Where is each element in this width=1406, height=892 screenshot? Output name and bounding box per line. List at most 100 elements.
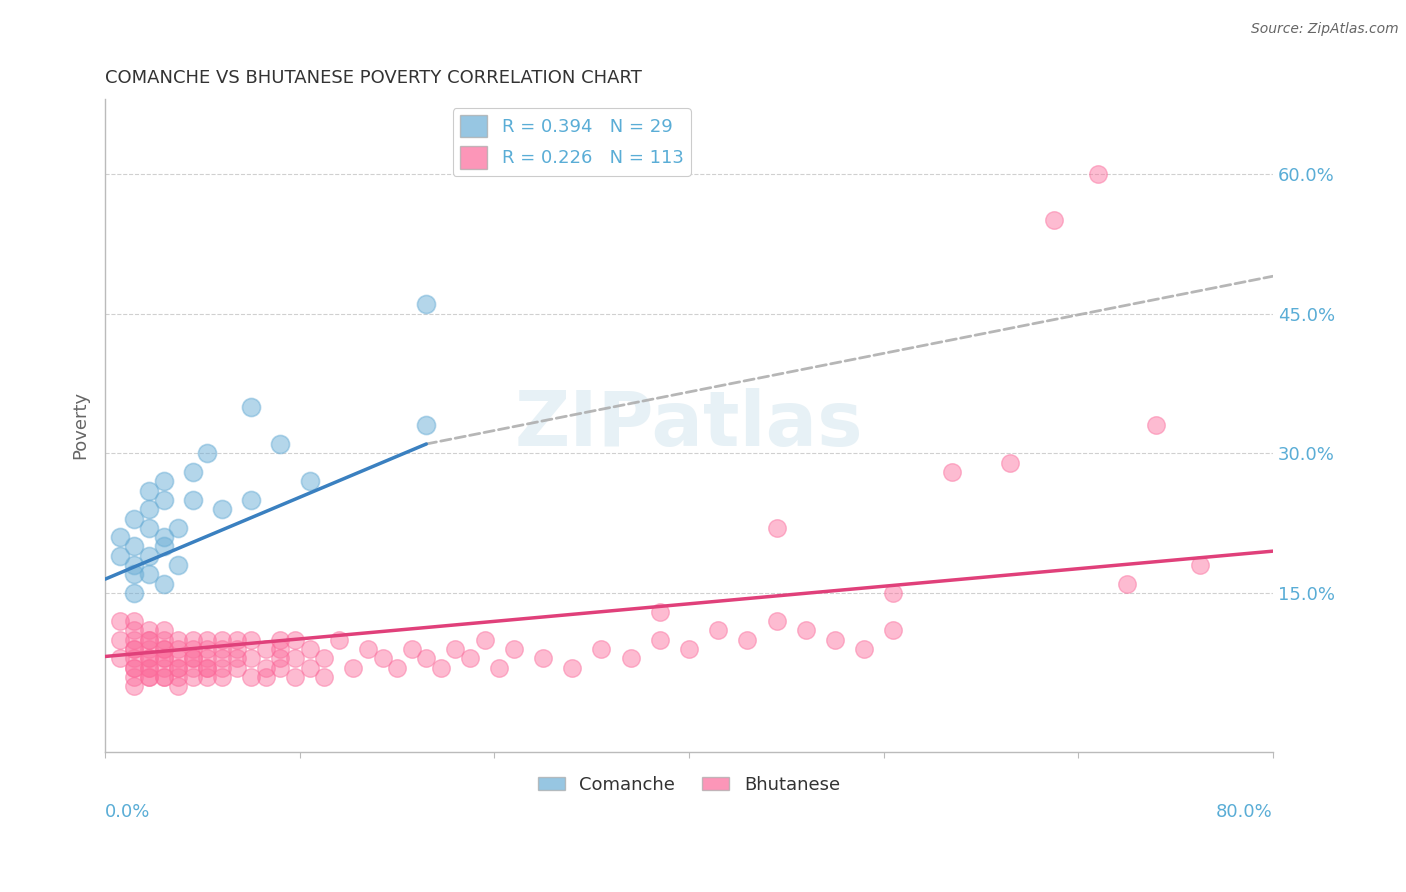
Point <box>195 642 218 657</box>
Point <box>415 297 437 311</box>
Point <box>882 624 904 638</box>
Point <box>152 642 174 657</box>
Point <box>138 567 160 582</box>
Point <box>138 549 160 563</box>
Y-axis label: Poverty: Poverty <box>72 392 89 459</box>
Point <box>167 660 190 674</box>
Point <box>167 651 190 665</box>
Point <box>211 670 233 684</box>
Point <box>152 492 174 507</box>
Point <box>124 642 146 657</box>
Point <box>167 679 190 693</box>
Point <box>474 632 496 647</box>
Point <box>240 492 263 507</box>
Point <box>138 521 160 535</box>
Point <box>240 670 263 684</box>
Point <box>488 660 510 674</box>
Point <box>211 632 233 647</box>
Point <box>124 679 146 693</box>
Point <box>401 642 423 657</box>
Point <box>1043 213 1066 227</box>
Point <box>328 632 350 647</box>
Point <box>225 642 247 657</box>
Point <box>1144 418 1167 433</box>
Point <box>284 670 307 684</box>
Point <box>211 642 233 657</box>
Point <box>195 660 218 674</box>
Point <box>124 624 146 638</box>
Point <box>138 651 160 665</box>
Point <box>124 660 146 674</box>
Point <box>298 475 321 489</box>
Point <box>152 642 174 657</box>
Point <box>108 614 131 628</box>
Point <box>152 651 174 665</box>
Point <box>254 642 277 657</box>
Point <box>225 632 247 647</box>
Legend: Comanche, Bhutanese: Comanche, Bhutanese <box>530 769 848 801</box>
Point <box>1188 558 1211 573</box>
Point <box>269 660 291 674</box>
Point <box>195 660 218 674</box>
Point <box>181 465 204 479</box>
Point <box>138 632 160 647</box>
Point <box>269 651 291 665</box>
Point <box>707 624 730 638</box>
Point <box>152 624 174 638</box>
Point <box>502 642 524 657</box>
Point <box>108 632 131 647</box>
Point <box>284 651 307 665</box>
Point <box>167 642 190 657</box>
Point <box>138 670 160 684</box>
Point <box>794 624 817 638</box>
Point <box>138 624 160 638</box>
Point <box>254 670 277 684</box>
Point <box>138 483 160 498</box>
Point <box>737 632 759 647</box>
Point <box>124 567 146 582</box>
Point <box>124 660 146 674</box>
Point <box>124 670 146 684</box>
Point <box>882 586 904 600</box>
Point <box>458 651 481 665</box>
Point <box>620 651 643 665</box>
Point <box>138 670 160 684</box>
Point <box>314 670 336 684</box>
Point <box>152 660 174 674</box>
Point <box>138 660 160 674</box>
Point <box>152 651 174 665</box>
Point <box>181 642 204 657</box>
Point <box>152 540 174 554</box>
Point <box>1087 167 1109 181</box>
Point <box>195 446 218 460</box>
Point <box>648 605 671 619</box>
Point <box>765 521 787 535</box>
Point <box>211 660 233 674</box>
Point <box>138 651 160 665</box>
Point <box>240 400 263 414</box>
Point <box>138 502 160 516</box>
Point <box>181 651 204 665</box>
Point <box>1115 576 1137 591</box>
Point <box>591 642 613 657</box>
Point <box>824 632 846 647</box>
Point <box>269 632 291 647</box>
Point <box>152 632 174 647</box>
Point <box>211 651 233 665</box>
Point <box>342 660 364 674</box>
Point <box>298 642 321 657</box>
Point <box>108 549 131 563</box>
Point <box>269 437 291 451</box>
Point <box>152 475 174 489</box>
Point <box>195 632 218 647</box>
Point <box>167 521 190 535</box>
Point <box>138 632 160 647</box>
Point <box>430 660 453 674</box>
Point <box>254 660 277 674</box>
Point <box>561 660 583 674</box>
Point <box>314 651 336 665</box>
Point <box>240 651 263 665</box>
Point <box>124 558 146 573</box>
Point <box>415 651 437 665</box>
Text: 80.0%: 80.0% <box>1216 803 1272 821</box>
